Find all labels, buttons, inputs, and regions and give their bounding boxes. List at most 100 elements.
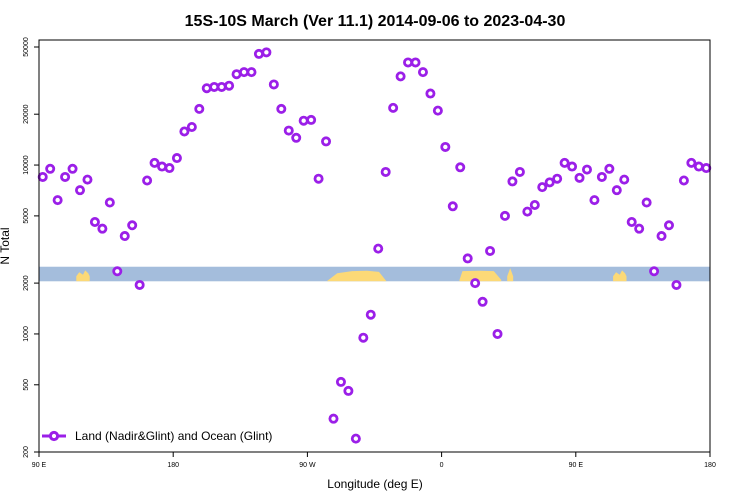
data-point (313, 173, 324, 184)
chart-title: 15S-10S March (Ver 11.1) 2014-09-06 to 2… (185, 13, 566, 30)
data-point (499, 210, 510, 221)
data-point (544, 177, 555, 188)
data-point (656, 231, 667, 242)
x-tick-label: 90 E (32, 462, 47, 469)
data-point (335, 376, 346, 387)
data-point (67, 163, 78, 174)
land-patch-australia-left (76, 270, 90, 282)
data-point (276, 103, 287, 114)
data-point (268, 79, 279, 90)
data-point (306, 114, 317, 125)
data-point (462, 253, 473, 264)
data-point (626, 217, 637, 228)
data-point (425, 88, 436, 99)
data-point (477, 296, 488, 307)
data-point (119, 231, 130, 242)
data-point (410, 57, 421, 68)
data-point (663, 220, 674, 231)
data-point (224, 80, 235, 91)
data-point (581, 164, 592, 175)
y-tick-label: 20000 (23, 104, 30, 124)
data-point (417, 67, 428, 78)
data-point (649, 266, 660, 277)
y-tick-label: 500 (23, 379, 30, 391)
data-point (373, 243, 384, 254)
data-point (194, 103, 205, 114)
data-point (514, 166, 525, 177)
data-point (507, 176, 518, 187)
data-points (37, 47, 712, 444)
data-point (567, 161, 578, 172)
data-point (641, 197, 652, 208)
x-tick-label: 90 E (569, 462, 584, 469)
plot-frame (38, 39, 711, 453)
data-point (686, 157, 697, 168)
data-point (447, 201, 458, 212)
data-point (671, 279, 682, 290)
data-point (216, 81, 227, 92)
data-point (380, 166, 391, 177)
data-point (104, 197, 115, 208)
x-tick-label: 180 (167, 462, 179, 469)
data-point (701, 163, 712, 174)
data-point (432, 105, 443, 116)
data-point (171, 153, 182, 164)
y-tick-label: 5000 (23, 208, 30, 224)
data-point (134, 279, 145, 290)
legend-label: Land (Nadir&Glint) and Ocean (Glint) (75, 429, 272, 443)
y-axis-label: N Total (0, 227, 12, 264)
data-point (596, 171, 607, 182)
data-point (52, 195, 63, 206)
data-point (619, 174, 630, 185)
data-point (261, 47, 272, 58)
data-point (634, 223, 645, 234)
data-point (611, 185, 622, 196)
data-point (164, 163, 175, 174)
x-axis: 90 E 180 90 W 0 90 E 180 (32, 452, 716, 469)
legend: Land (Nadir&Glint) and Ocean (Glint) (42, 429, 272, 443)
x-tick-label: 90 W (299, 462, 316, 469)
y-tick-label: 1000 (23, 326, 30, 342)
data-point (395, 71, 406, 82)
y-tick-label: 2000 (23, 275, 30, 291)
data-point (253, 48, 264, 59)
data-point (142, 175, 153, 186)
data-point (149, 157, 160, 168)
data-point (97, 223, 108, 234)
y-tick-label: 50000 (23, 37, 30, 57)
data-point (492, 328, 503, 339)
data-point (552, 173, 563, 184)
y-tick-label: 200 (23, 446, 30, 458)
data-point (678, 175, 689, 186)
data-point (37, 171, 48, 182)
data-point (179, 126, 190, 137)
data-point (589, 195, 600, 206)
data-point (455, 162, 466, 173)
x-tick-label: 0 (440, 462, 444, 469)
data-point (246, 67, 257, 78)
land-patch-madagascar (507, 268, 514, 282)
data-point (75, 185, 86, 196)
data-point (388, 102, 399, 113)
data-point (358, 332, 369, 343)
land-patch-australia-right (613, 270, 627, 282)
data-point (537, 182, 548, 193)
data-point (559, 157, 570, 168)
data-point (127, 220, 138, 231)
data-point (60, 171, 71, 182)
data-point (186, 121, 197, 132)
data-point (470, 278, 481, 289)
data-point (82, 174, 93, 185)
data-point (45, 163, 56, 174)
land-patch-africa (459, 270, 502, 282)
data-point (201, 83, 212, 94)
data-point (328, 413, 339, 424)
data-point (574, 172, 585, 183)
y-tick-label: 10000 (23, 155, 30, 175)
data-point (157, 161, 168, 172)
data-point (604, 163, 615, 174)
y-axis: 200 500 1000 2000 5000 10000 20000 50000 (23, 37, 39, 458)
data-point (693, 161, 704, 172)
land-patch-south-america (326, 270, 387, 282)
